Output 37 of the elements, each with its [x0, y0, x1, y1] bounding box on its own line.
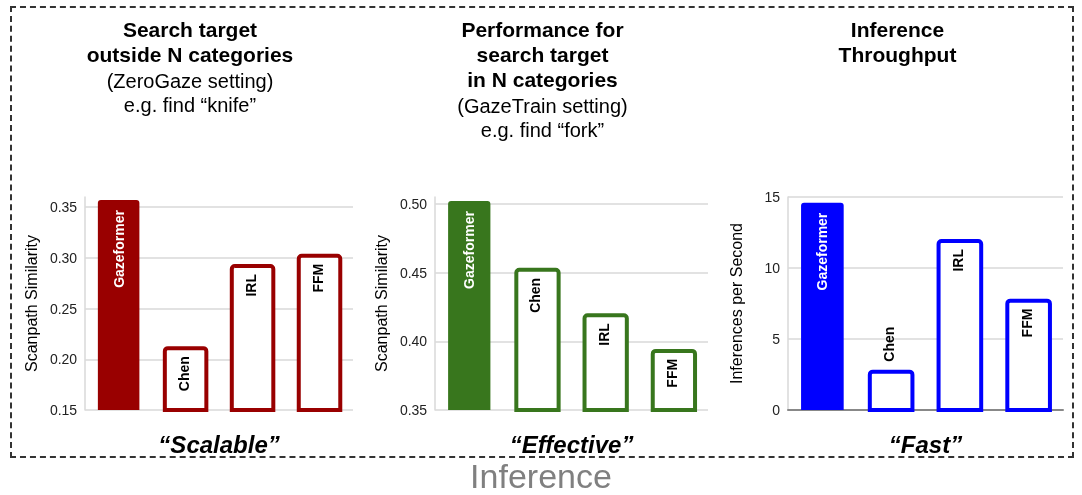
x-tick-label: IRL [242, 273, 259, 297]
y-tick-label: 0.35 [49, 199, 78, 216]
y-tick-label: 0.35 [399, 402, 428, 418]
y-tick-label: 0.15 [49, 402, 78, 418]
y-tick-label: 15 [764, 189, 781, 205]
x-axis-title: “Fast” [888, 430, 963, 458]
chart-title: Performance for search target in N categories [461, 18, 624, 91]
x-tick-label: FFM [663, 358, 680, 388]
y-tick-label: 0.20 [49, 351, 78, 368]
y-tick-label: 0.45 [399, 264, 428, 281]
chart-title: Search target outside N categories [86, 18, 294, 66]
y-axis-title: Scanpath Similarity [372, 235, 390, 372]
x-tick-label: Gazeformer [110, 209, 127, 288]
y-tick-label: 0.30 [49, 249, 78, 266]
y-tick-label: 10 [764, 260, 781, 276]
y-tick-label: 0.25 [49, 300, 78, 317]
x-tick-label: IRL [949, 248, 966, 272]
x-axis-title: “Scalable” [158, 430, 280, 458]
x-tick-label: IRL [595, 322, 612, 346]
x-tick-label: Chen [881, 326, 898, 362]
y-tick-label: 5 [772, 331, 781, 347]
x-tick-label: FFM [309, 263, 326, 293]
text: Inference [469, 457, 613, 495]
x-tick-label: FFM [1018, 308, 1035, 338]
y-tick-label: 0.50 [399, 195, 428, 212]
x-tick-label: Gazeformer [814, 212, 831, 291]
y-axis-title: Scanpath Similarity [22, 235, 40, 372]
chart-subtitle: (GazeTrain setting) e.g. find “fork” [457, 95, 628, 141]
chart-title: Inference Throughput [838, 18, 957, 66]
x-axis-title: “Effective” [509, 430, 634, 458]
x-tick-label: Chen [175, 356, 192, 392]
chart-subtitle: (ZeroGaze setting) e.g. find “knife” [106, 70, 274, 116]
x-tick-label: Chen [527, 277, 544, 313]
y-axis-title: Inferences per Second [727, 223, 745, 384]
y-tick-label: 0.40 [399, 333, 428, 350]
y-tick-label: 0 [772, 402, 781, 418]
x-tick-label: Gazeformer [461, 210, 478, 289]
